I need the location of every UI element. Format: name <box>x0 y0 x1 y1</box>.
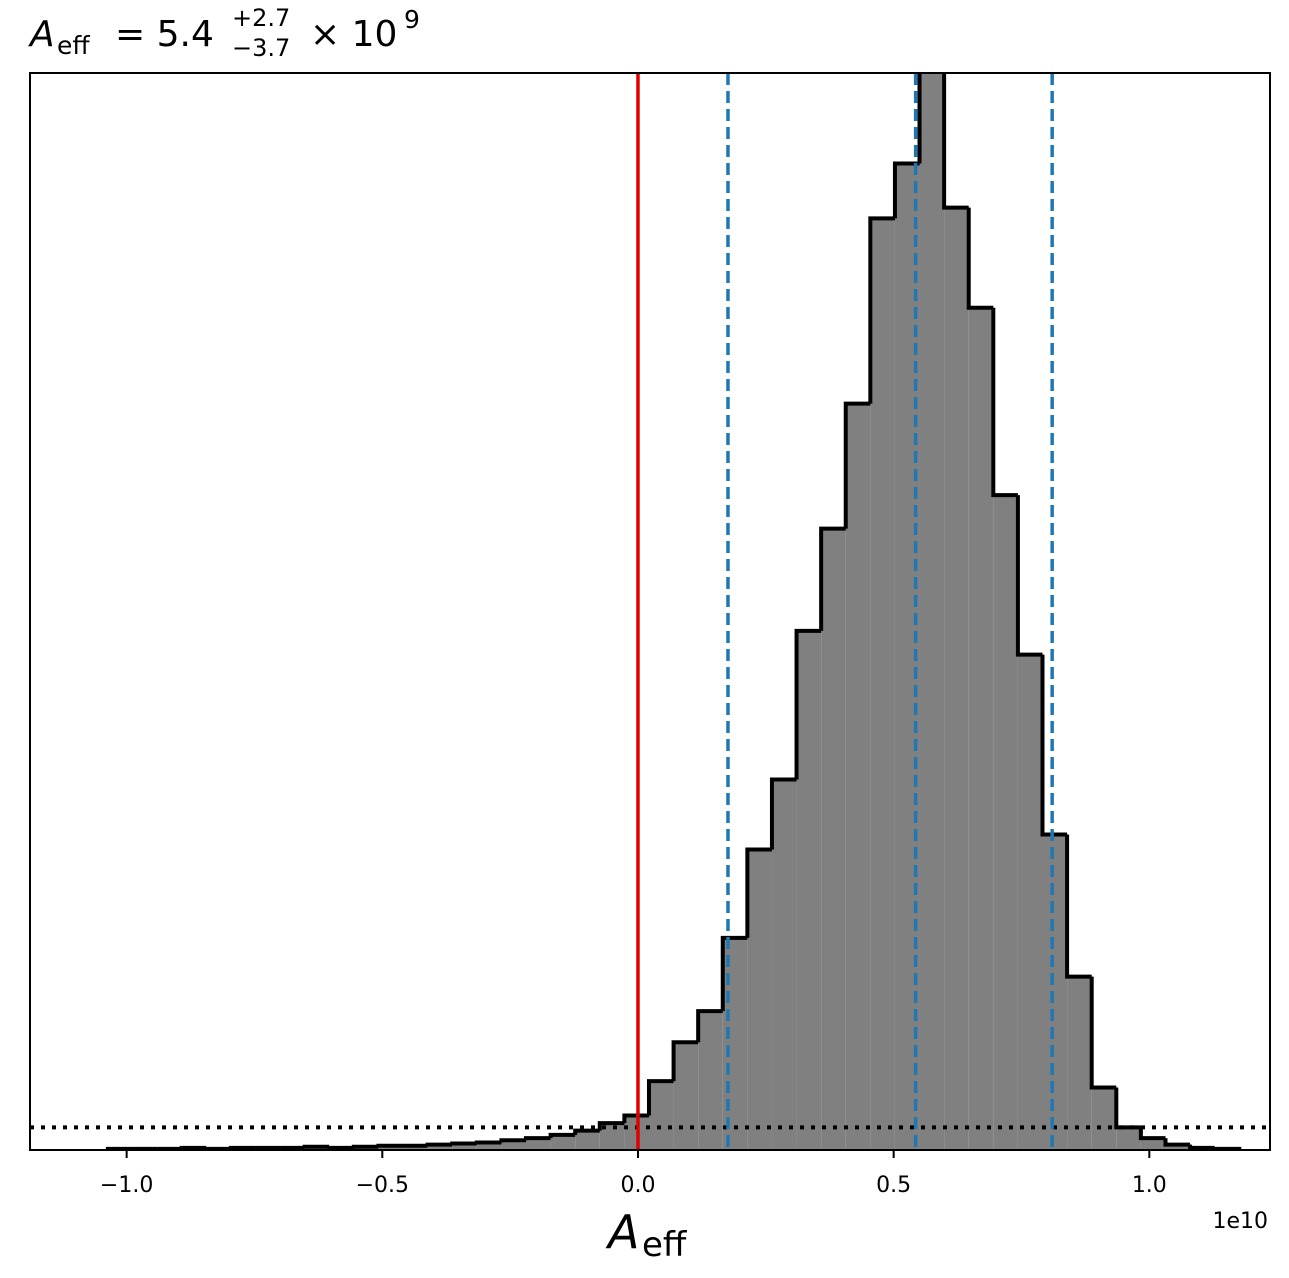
bar-outline <box>868 216 895 404</box>
bar-outline <box>1065 834 1092 979</box>
bar-outline <box>597 1121 625 1131</box>
bar-outline <box>991 307 1018 498</box>
bar <box>870 218 895 1150</box>
bar-outline <box>892 161 920 219</box>
bar-outline <box>450 1141 477 1146</box>
bar-outline <box>179 1145 207 1150</box>
x-tick-label: −0.5 <box>356 1173 409 1198</box>
bar <box>378 1145 404 1150</box>
bar-outline <box>425 1142 453 1147</box>
bar-outline <box>942 73 969 210</box>
bar <box>648 1081 674 1150</box>
bar <box>919 73 945 1150</box>
bar-outline <box>671 1040 699 1082</box>
x-tick-label: 1.0 <box>1132 1173 1167 1198</box>
bar-outline <box>204 1146 231 1150</box>
x-tick-label: −1.0 <box>100 1173 153 1198</box>
x-axis-symbol: A <box>605 1205 639 1259</box>
bar <box>673 1042 699 1150</box>
bar <box>1091 1087 1117 1150</box>
bar <box>944 207 969 1150</box>
bar-outline <box>966 207 994 310</box>
x-tick-label: 0.0 <box>620 1173 655 1198</box>
bar-outline <box>376 1143 404 1148</box>
title-subscript: eff <box>57 31 90 60</box>
bar-outline <box>1163 1138 1191 1147</box>
bar-outline <box>327 1145 354 1150</box>
bar <box>575 1130 600 1150</box>
bar-outline <box>917 73 922 164</box>
bar <box>1116 1127 1141 1150</box>
title-power: 9 <box>404 5 420 34</box>
title-symbol: A <box>28 14 55 55</box>
plot-area <box>30 73 1270 1150</box>
bar <box>476 1142 502 1150</box>
bar-outline <box>524 1136 551 1141</box>
bar-outline <box>1089 976 1117 1090</box>
bar-outline <box>819 526 846 631</box>
title-suffix: × 10 <box>310 14 397 55</box>
bar-outline <box>548 1132 576 1139</box>
x-tick-label: 0.5 <box>876 1173 911 1198</box>
bar <box>1140 1138 1166 1150</box>
bar <box>427 1144 453 1150</box>
title-lower: −3.7 <box>232 34 290 62</box>
plot-frame <box>29 72 1271 1151</box>
bar-outline <box>622 1113 649 1124</box>
bar <box>526 1138 551 1150</box>
bar <box>845 403 871 1150</box>
bar <box>771 779 797 1150</box>
title-text: = 5.4 <box>115 14 214 55</box>
bar-outline <box>1040 654 1068 837</box>
bar-outline <box>745 847 772 938</box>
bar-outline <box>302 1144 330 1149</box>
bar <box>796 630 822 1150</box>
bar <box>993 495 1018 1150</box>
bar-outline <box>228 1145 256 1150</box>
bar-outline <box>1188 1144 1215 1150</box>
bar-outline <box>573 1128 600 1135</box>
bar-outline <box>1114 1087 1141 1130</box>
x-offset-label: 1e10 <box>1212 1209 1268 1234</box>
bar-outline <box>769 777 797 850</box>
bar-outline <box>720 935 748 1012</box>
bar <box>968 307 994 1150</box>
bar-outline <box>646 1079 674 1116</box>
bar <box>1067 976 1092 1150</box>
bar-outline <box>1015 495 1043 657</box>
bar-outline <box>843 401 871 529</box>
bar-outline <box>351 1144 379 1149</box>
bar-outline <box>794 628 822 780</box>
bar <box>550 1134 576 1150</box>
bar-outline <box>1138 1127 1166 1141</box>
bar <box>452 1143 477 1150</box>
bar <box>1042 834 1068 1150</box>
x-axis-subscript: eff <box>642 1225 688 1265</box>
bar <box>403 1145 428 1150</box>
title-upper: +2.7 <box>232 4 290 32</box>
bar <box>501 1140 526 1150</box>
bar <box>1017 654 1043 1150</box>
bar <box>821 528 846 1150</box>
bar-outline <box>696 1009 723 1043</box>
bar-outline <box>474 1140 502 1145</box>
bar-outline <box>499 1138 526 1143</box>
bar <box>747 849 772 1150</box>
bar <box>1165 1144 1191 1150</box>
